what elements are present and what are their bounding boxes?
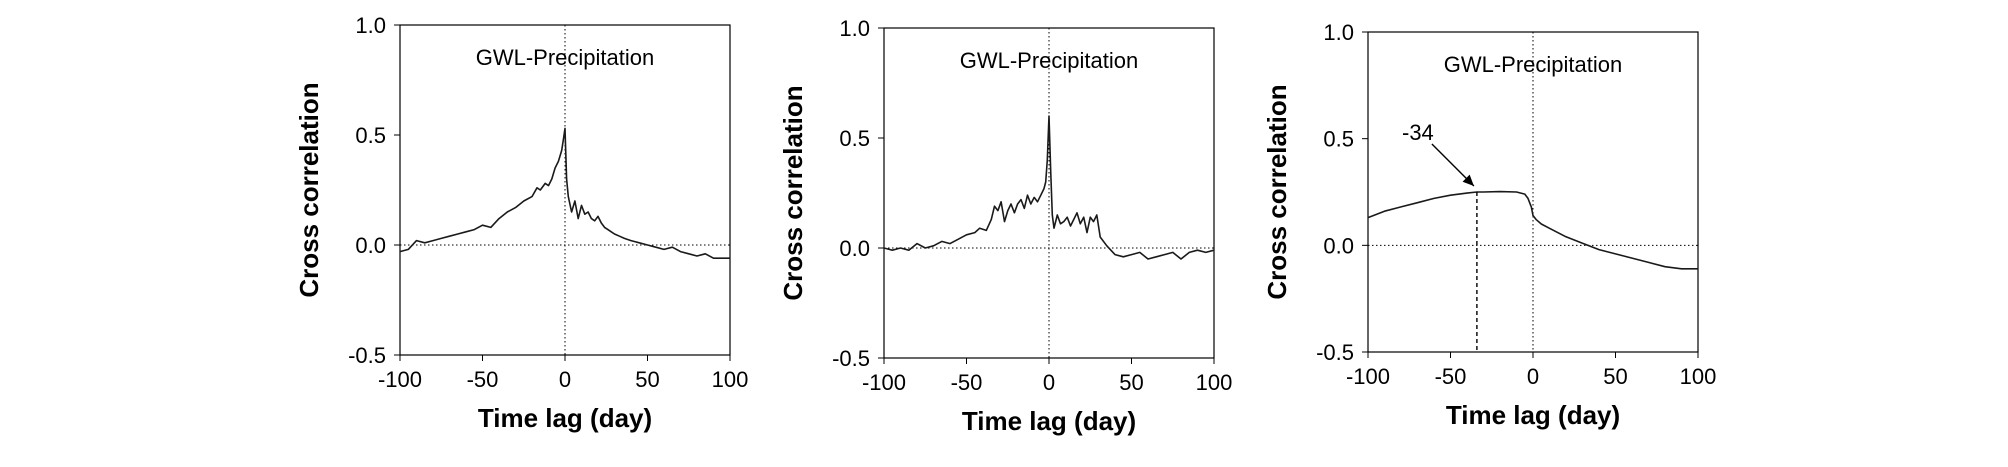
chart-title: GWL-Precipitation (960, 48, 1139, 73)
annotation-label: -34 (1402, 120, 1434, 145)
y-tick-label: -0.5 (348, 343, 386, 368)
y-tick-label: 0.5 (355, 123, 386, 148)
x-tick-label: 100 (712, 367, 749, 392)
chart-title: GWL-Precipitation (476, 45, 655, 70)
x-tick-label: 50 (635, 367, 659, 392)
x-tick-label: 0 (1043, 370, 1055, 395)
x-tick-label: 0 (559, 367, 571, 392)
y-tick-label: 0.5 (1323, 127, 1354, 152)
x-tick-label: 50 (1603, 364, 1627, 389)
x-axis-title: Time lag (day) (962, 406, 1136, 436)
series-line (883, 115, 1215, 260)
annotation-arrow-head (1462, 174, 1474, 186)
series-line (1367, 190, 1698, 270)
series-line (399, 127, 730, 259)
x-tick-label: 0 (1527, 364, 1539, 389)
x-tick-label: -100 (862, 370, 906, 395)
y-tick-label: 0.0 (839, 236, 870, 261)
y-axis-title: Cross correlation (1262, 84, 1292, 299)
y-tick-label: 0.5 (839, 126, 870, 151)
y-axis-title: Cross correlation (294, 82, 324, 297)
x-tick-label: -100 (1346, 364, 1390, 389)
x-axis-title: Time lag (day) (1446, 400, 1620, 430)
x-tick-label: -50 (1435, 364, 1467, 389)
y-tick-label: -0.5 (1316, 340, 1354, 365)
y-tick-label: 1.0 (839, 16, 870, 41)
y-tick-label: 1.0 (355, 13, 386, 38)
y-tick-label: -0.5 (832, 346, 870, 371)
x-tick-label: 100 (1196, 370, 1233, 395)
chart-panel-3: -100 -50 0 50 100 1.0 0.5 0.0 -0.5 GWL-Precipitat… (1262, 20, 1716, 430)
x-tick-label: -100 (378, 367, 422, 392)
x-tick-label: 50 (1119, 370, 1143, 395)
x-axis-title: Time lag (day) (478, 403, 652, 433)
x-tick-label: -50 (467, 367, 499, 392)
chart-title: GWL-Precipitation (1444, 52, 1623, 77)
x-tick-label: 100 (1680, 364, 1717, 389)
chart-panel-2: -100 -50 0 50 100 1.0 0.5 0.0 -0.5 GWL-Precipitat… (778, 16, 1232, 436)
chart-panel-1: -100 -50 0 50 100 1.0 0.5 0.0 -0.5 GWL-Precipitat… (294, 13, 748, 433)
y-tick-label: 0.0 (1323, 233, 1354, 258)
x-tick-label: -50 (951, 370, 983, 395)
y-tick-label: 1.0 (1323, 20, 1354, 45)
y-tick-label: 0.0 (355, 233, 386, 258)
y-axis-title: Cross correlation (778, 85, 808, 300)
